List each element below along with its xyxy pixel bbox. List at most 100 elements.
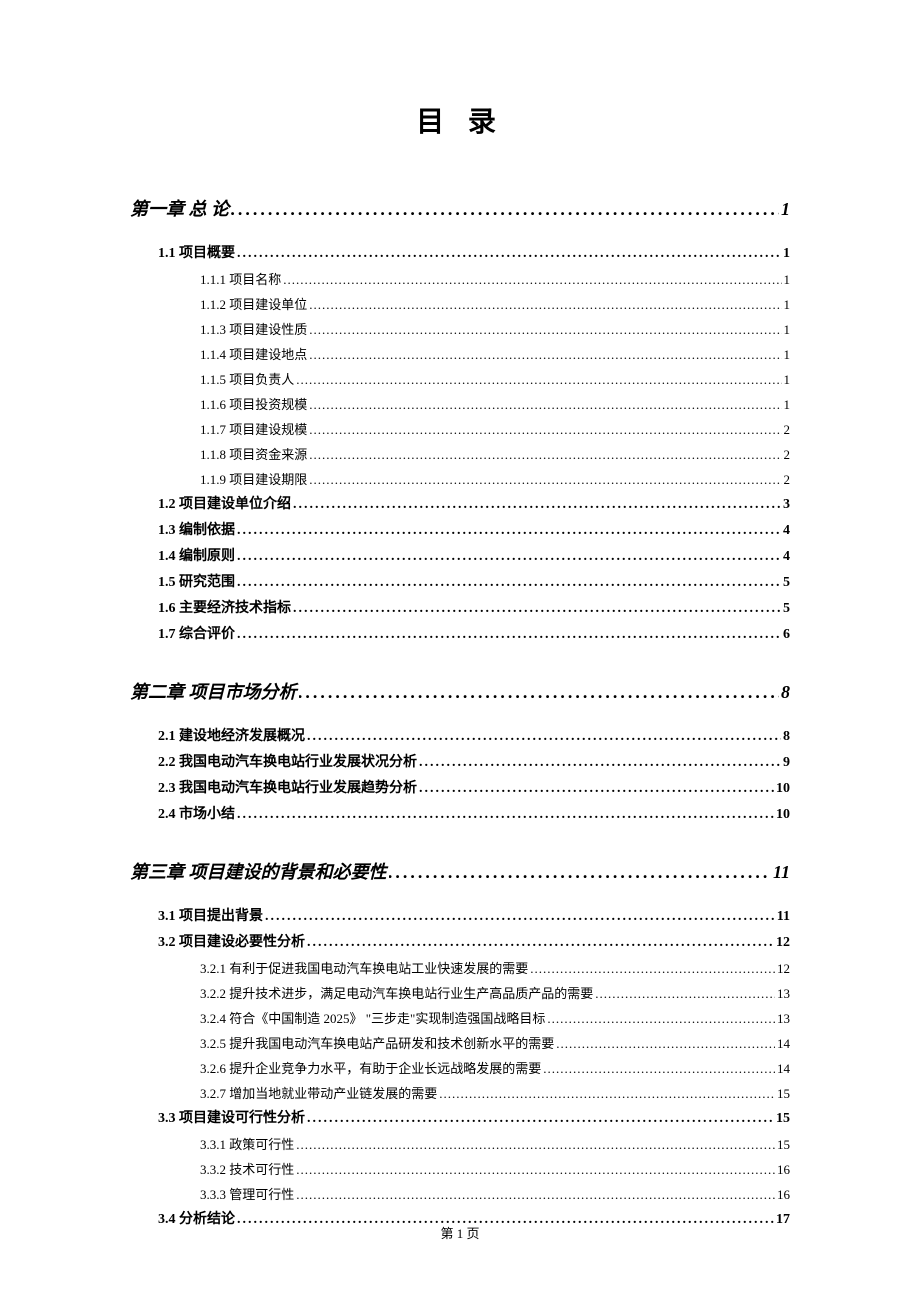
toc-page-number: 1: [784, 392, 791, 417]
toc-entry-level-2: 1.3 编制依据4: [158, 518, 790, 544]
toc-entry-level-3: 1.1.4 项目建设地点1: [200, 342, 790, 367]
toc-label: 第一章 总 论: [130, 195, 229, 221]
toc-label: 1.1.7 项目建设规模: [200, 417, 307, 442]
toc-label: 第二章 项目市场分析: [130, 678, 297, 704]
toc-label: 3.3.2 技术可行性: [200, 1157, 294, 1182]
toc-entry-level-1: 第三章 项目建设的背景和必要性 11: [130, 858, 790, 884]
toc-label: 3.2.2 提升技术进步，满足电动汽车换电站行业生产高品质产品的需要: [200, 981, 593, 1006]
toc-page-number: 12: [777, 956, 790, 981]
toc-page-number: 11: [777, 904, 790, 930]
toc-leader: [237, 544, 781, 570]
toc-label: 2.1 建设地经济发展概况: [158, 724, 305, 750]
toc-entry-level-2: 1.7 综合评价6: [158, 622, 790, 648]
toc-entry-level-3: 3.2.1 有利于促进我国电动汽车换电站工业快速发展的需要 12: [200, 956, 790, 981]
toc-leader: [307, 930, 774, 956]
toc-entry-level-2: 3.3 项目建设可行性分析15: [158, 1106, 790, 1132]
toc-label: 第三章 项目建设的背景和必要性: [130, 858, 387, 884]
toc-page-number: 1: [784, 292, 791, 317]
toc-label: 2.3 我国电动汽车换电站行业发展趋势分析: [158, 776, 417, 802]
toc-page-number: 12: [776, 930, 790, 956]
toc-leader: [296, 1182, 775, 1207]
toc-page-number: 1: [784, 367, 791, 392]
toc-page-number: 6: [783, 622, 790, 648]
toc-page-number: 11: [773, 862, 790, 883]
toc-label: 1.1.3 项目建设性质: [200, 317, 307, 342]
toc-page-number: 15: [776, 1106, 790, 1132]
toc-leader: [419, 776, 774, 802]
toc-page-number: 4: [783, 544, 790, 570]
toc-leader: [237, 518, 781, 544]
toc-leader: [309, 417, 781, 442]
toc-entry-level-3: 3.2.7 增加当地就业带动产业链发展的需要 15: [200, 1081, 790, 1106]
toc-entry-level-3: 3.3.2 技术可行性16: [200, 1157, 790, 1182]
toc-label: 3.3.1 政策可行性: [200, 1132, 294, 1157]
toc-entry-level-3: 1.1.3 项目建设性质 1: [200, 317, 790, 342]
toc-leader: [307, 1106, 774, 1132]
page-footer: 第 1 页: [0, 1223, 920, 1242]
toc-leader: [265, 904, 775, 930]
toc-entry-level-2: 1.1 项目概要1: [158, 241, 790, 267]
toc-page-number: 2: [784, 442, 791, 467]
toc-leader: [309, 342, 781, 367]
toc-label: 1.1.4 项目建设地点: [200, 342, 307, 367]
toc-leader: [296, 1132, 775, 1157]
toc-label: 3.3.3 管理可行性: [200, 1182, 294, 1207]
toc-entry-level-3: 3.2.6 提升企业竞争力水平，有助于企业长远战略发展的需要14: [200, 1056, 790, 1081]
toc-label: 1.1.9 项目建设期限: [200, 467, 307, 492]
toc-leader: [293, 492, 781, 518]
toc-label: 1.6 主要经济技术指标: [158, 596, 291, 622]
toc-label: 3.2.7 增加当地就业带动产业链发展的需要: [200, 1081, 437, 1106]
toc-entry-level-2: 2.1 建设地经济发展概况 8: [158, 724, 790, 750]
toc-label: 1.1.5 项目负责人: [200, 367, 294, 392]
toc-entry-level-3: 1.1.7 项目建设规模2: [200, 417, 790, 442]
toc-leader: [296, 367, 781, 392]
toc-leader: [237, 622, 781, 648]
toc-page-number: 9: [783, 750, 790, 776]
toc-entry-level-2: 2.2 我国电动汽车换电站行业发展状况分析 9: [158, 750, 790, 776]
toc-entry-level-3: 3.2.5 提升我国电动汽车换电站产品研发和技术创新水平的需要14: [200, 1031, 790, 1056]
toc-leader: [309, 317, 781, 342]
toc-entry-level-3: 3.3.1 政策可行性 15: [200, 1132, 790, 1157]
toc-entry-level-2: 1.4 编制原则 4: [158, 544, 790, 570]
toc-entry-level-1: 第二章 项目市场分析8: [130, 678, 790, 704]
toc-leader: [293, 596, 781, 622]
toc-label: 1.5 研究范围: [158, 570, 235, 596]
toc-leader: [309, 442, 781, 467]
toc-label: 3.2.4 符合《中国制造 2025》 "三步走"实现制造强国战略目标: [200, 1006, 545, 1031]
toc-label: 1.4 编制原则: [158, 544, 235, 570]
toc-entry-level-2: 1.5 研究范围5: [158, 570, 790, 596]
toc-entry-level-3: 1.1.5 项目负责人 1: [200, 367, 790, 392]
toc-label: 3.2.6 提升企业竞争力水平，有助于企业长远战略发展的需要: [200, 1056, 541, 1081]
toc-entry-level-3: 1.1.8 项目资金来源2: [200, 442, 790, 467]
toc-label: 3.2.5 提升我国电动汽车换电站产品研发和技术创新水平的需要: [200, 1031, 554, 1056]
toc-page-number: 15: [777, 1081, 790, 1106]
toc-leader: [389, 862, 771, 883]
toc-page-number: 10: [776, 776, 790, 802]
toc-page-number: 13: [777, 1006, 790, 1031]
toc-page-number: 1: [781, 199, 790, 220]
toc-leader: [237, 241, 781, 267]
toc-leader: [299, 682, 780, 703]
toc-page-number: 13: [777, 981, 790, 1006]
toc-page-number: 3: [783, 492, 790, 518]
toc-label: 1.1 项目概要: [158, 241, 235, 267]
toc-leader: [419, 750, 781, 776]
toc-label: 3.2.1 有利于促进我国电动汽车换电站工业快速发展的需要: [200, 956, 528, 981]
toc-leader: [307, 724, 781, 750]
toc-entry-level-3: 1.1.6 项目投资规模1: [200, 392, 790, 417]
toc-page-number: 8: [783, 724, 790, 750]
toc-entry-level-2: 1.2 项目建设单位介绍3: [158, 492, 790, 518]
toc-entry-level-3: 3.2.4 符合《中国制造 2025》 "三步走"实现制造强国战略目标 13: [200, 1006, 790, 1031]
toc-page-number: 1: [784, 317, 791, 342]
table-of-contents: 第一章 总 论11.1 项目概要11.1.1 项目名称11.1.2 项目建设单位…: [130, 195, 790, 1233]
toc-page-number: 2: [784, 467, 791, 492]
toc-label: 2.2 我国电动汽车换电站行业发展状况分析: [158, 750, 417, 776]
toc-label: 1.1.2 项目建设单位: [200, 292, 307, 317]
toc-leader: [309, 392, 781, 417]
toc-leader: [237, 802, 774, 828]
toc-page-number: 5: [783, 596, 790, 622]
toc-leader: [547, 1006, 775, 1031]
toc-leader: [439, 1081, 775, 1106]
toc-page-number: 15: [777, 1132, 790, 1157]
toc-entry-level-2: 3.2 项目建设必要性分析12: [158, 930, 790, 956]
